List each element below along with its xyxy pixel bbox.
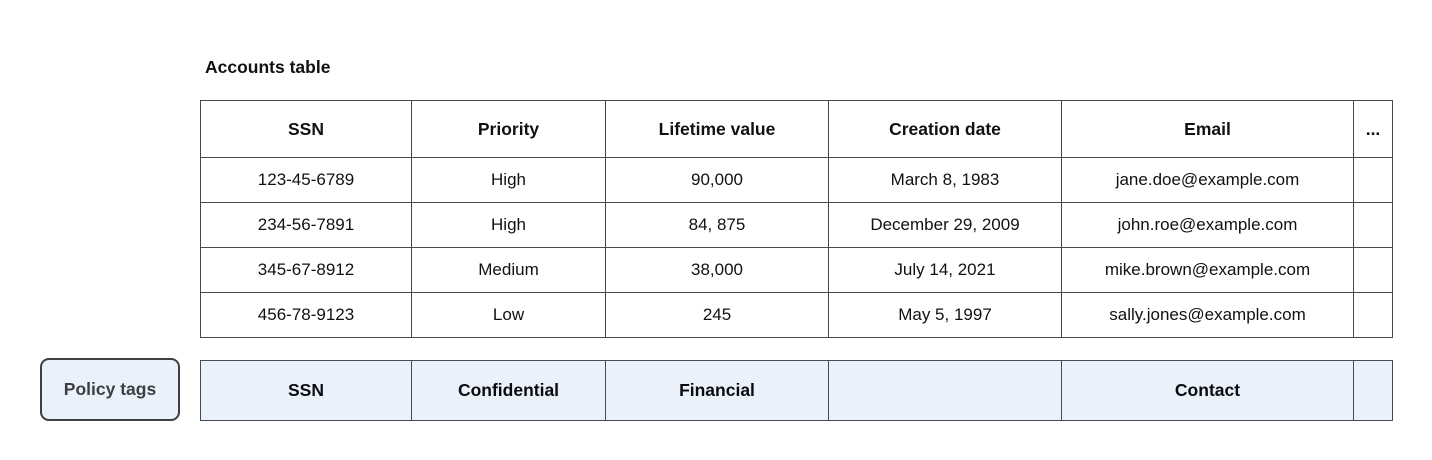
column-header-creation-date: Creation date <box>828 100 1062 158</box>
cell-email: jane.doe@example.com <box>1061 157 1354 203</box>
column-header-ssn: SSN <box>200 100 412 158</box>
cell-more <box>1353 292 1393 338</box>
cell-lifetime-value: 245 <box>605 292 829 338</box>
accounts-table-title: Accounts table <box>205 57 331 77</box>
policy-tag-cells: SSN Confidential Financial Contact <box>200 360 1393 421</box>
column-header-more: ... <box>1353 100 1393 158</box>
table-row: 123-45-6789 High 90,000 March 8, 1983 ja… <box>200 157 1393 203</box>
policy-tag-financial: Financial <box>605 360 829 421</box>
cell-lifetime-value: 90,000 <box>605 157 829 203</box>
policy-tag-empty <box>828 360 1062 421</box>
cell-lifetime-value: 38,000 <box>605 247 829 293</box>
cell-email: john.roe@example.com <box>1061 202 1354 248</box>
column-header-email: Email <box>1061 100 1354 158</box>
cell-priority: Medium <box>411 247 606 293</box>
cell-more <box>1353 247 1393 293</box>
cell-ssn: 234-56-7891 <box>200 202 412 248</box>
cell-ssn: 123-45-6789 <box>200 157 412 203</box>
cell-more <box>1353 202 1393 248</box>
policy-tag-empty-more <box>1353 360 1393 421</box>
cell-creation-date: May 5, 1997 <box>828 292 1062 338</box>
policy-tags-row: SSN Confidential Financial Contact <box>200 360 1393 421</box>
policy-tag-ssn: SSN <box>200 360 412 421</box>
cell-creation-date: December 29, 2009 <box>828 202 1062 248</box>
cell-priority: High <box>411 202 606 248</box>
cell-creation-date: July 14, 2021 <box>828 247 1062 293</box>
table-row: 456-78-9123 Low 245 May 5, 1997 sally.jo… <box>200 292 1393 338</box>
accounts-table: SSN Priority Lifetime value Creation dat… <box>200 100 1393 338</box>
table-row: 234-56-7891 High 84, 875 December 29, 20… <box>200 202 1393 248</box>
cell-priority: High <box>411 157 606 203</box>
table-row: 345-67-8912 Medium 38,000 July 14, 2021 … <box>200 247 1393 293</box>
policy-tags-button[interactable]: Policy tags <box>40 358 180 421</box>
cell-ssn: 345-67-8912 <box>200 247 412 293</box>
cell-email: sally.jones@example.com <box>1061 292 1354 338</box>
cell-ssn: 456-78-9123 <box>200 292 412 338</box>
cell-more <box>1353 157 1393 203</box>
accounts-table-header-row: SSN Priority Lifetime value Creation dat… <box>200 100 1393 158</box>
cell-email: mike.brown@example.com <box>1061 247 1354 293</box>
policy-tag-confidential: Confidential <box>411 360 606 421</box>
column-header-lifetime-value: Lifetime value <box>605 100 829 158</box>
cell-lifetime-value: 84, 875 <box>605 202 829 248</box>
cell-priority: Low <box>411 292 606 338</box>
policy-tag-contact: Contact <box>1061 360 1354 421</box>
cell-creation-date: March 8, 1983 <box>828 157 1062 203</box>
column-header-priority: Priority <box>411 100 606 158</box>
